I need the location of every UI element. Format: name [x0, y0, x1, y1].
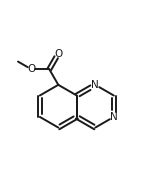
Text: N: N	[110, 112, 118, 122]
Text: O: O	[54, 49, 62, 59]
Text: O: O	[27, 64, 35, 74]
Text: N: N	[91, 80, 99, 90]
